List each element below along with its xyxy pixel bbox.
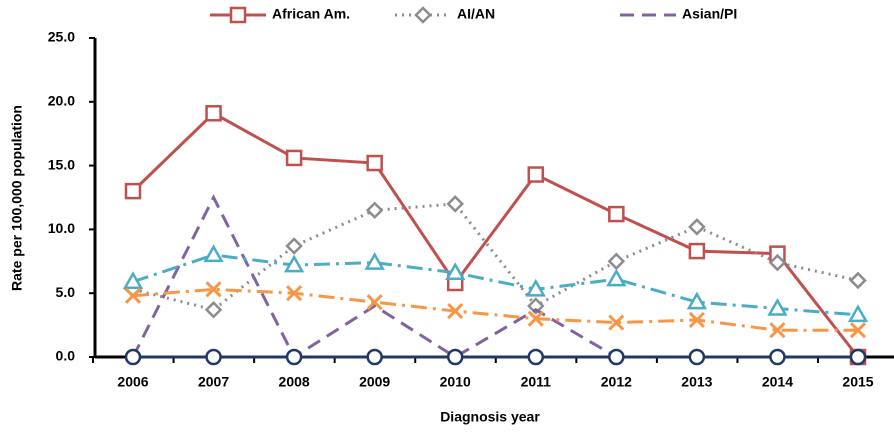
x-tick-label: 2006: [117, 374, 148, 390]
point: [606, 268, 627, 287]
point: [527, 166, 545, 183]
point: [124, 287, 142, 304]
y-axis-title: Rate per 100,000 population: [9, 105, 25, 291]
point: [847, 304, 869, 323]
point: [608, 205, 625, 223]
y-tick-label: 5.0: [56, 284, 76, 300]
point: [527, 348, 545, 366]
y-tick-label: 25.0: [48, 29, 75, 45]
point: [849, 271, 867, 290]
x-tick-label: 2014: [762, 374, 793, 390]
x-tick-label: 2009: [359, 374, 390, 390]
point: [446, 195, 464, 213]
point: [688, 218, 706, 236]
point: [205, 348, 222, 366]
point: [205, 105, 222, 122]
point: [768, 253, 787, 272]
y-tick-label: 10.0: [48, 220, 75, 236]
legend-label: African Am.: [272, 6, 350, 22]
legend-label: Asian/PI: [682, 6, 737, 22]
series: [124, 105, 867, 366]
point: [205, 281, 222, 298]
point: [849, 322, 867, 339]
series-line: [132, 287, 858, 332]
point: [525, 278, 546, 297]
point: [366, 348, 383, 366]
point: [364, 252, 385, 270]
x-tick-label: 2010: [440, 374, 471, 390]
point: [366, 294, 383, 311]
x-tick-label: 2008: [279, 374, 310, 390]
point: [769, 348, 786, 366]
point: [283, 254, 305, 273]
point: [285, 237, 303, 255]
point: [769, 322, 786, 339]
point: [686, 291, 708, 310]
point: [608, 314, 625, 331]
point: [124, 348, 142, 366]
point: [688, 242, 706, 260]
series-line: [132, 253, 859, 317]
series: [131, 194, 858, 360]
point: [767, 297, 788, 316]
legend-marker: [414, 6, 432, 24]
point: [688, 311, 705, 329]
point: [204, 301, 223, 319]
x-tick-label: 2013: [681, 374, 712, 390]
point: [285, 348, 303, 366]
x-tick-label: 2007: [198, 374, 229, 390]
point: [203, 244, 224, 263]
series: [124, 348, 867, 366]
legend-marker: [229, 6, 247, 24]
point: [124, 182, 142, 200]
series: [124, 281, 867, 339]
point: [286, 285, 303, 302]
series: [122, 244, 869, 323]
point: [447, 303, 464, 320]
point: [365, 201, 384, 220]
y-tick-label: 15.0: [48, 156, 75, 172]
point: [527, 310, 544, 327]
x-tick-label: 2011: [521, 374, 552, 390]
point: [285, 149, 303, 167]
series-line: [131, 111, 860, 358]
y-tick-label: 0.0: [56, 348, 76, 364]
point: [527, 297, 545, 315]
series-line: [132, 202, 859, 312]
legend-label: AI/AN: [457, 6, 495, 22]
point: [366, 154, 383, 172]
point: [688, 348, 706, 366]
series-line: [131, 194, 858, 360]
point: [608, 348, 625, 366]
x-axis-title: Diagnosis year: [440, 409, 540, 425]
x-tick-label: 2015: [842, 374, 873, 390]
x-tick-label: 2012: [601, 374, 632, 390]
y-tick-label: 20.0: [48, 93, 75, 109]
point: [445, 262, 466, 281]
point: [446, 348, 464, 366]
point: [849, 348, 867, 366]
point: [607, 252, 626, 271]
point: [122, 271, 144, 289]
